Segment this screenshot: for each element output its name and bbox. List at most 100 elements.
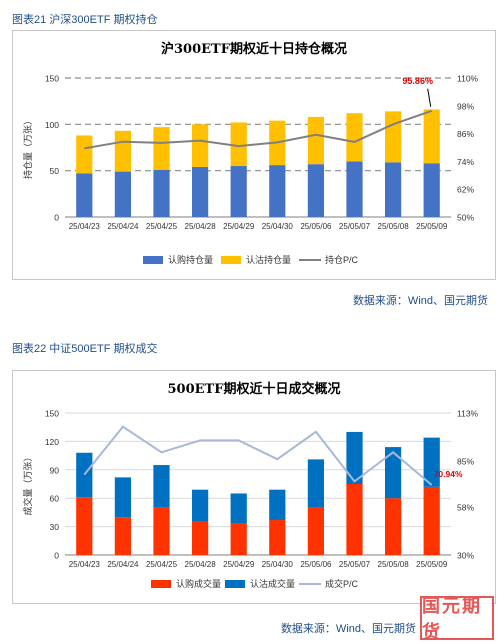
- chart2-frame: 500ETF期权近十日成交概况 0 30 60 90 120 150 30% 58% 85% 113…: [12, 370, 496, 604]
- chart1-svg: 沪300ETF期权近十日持仓概况 0 50 100 150 50% 62% 74% 86% 98%…: [22, 41, 479, 265]
- x-tick-label: 25/04/30: [262, 222, 294, 231]
- figure2-source: 数据来源：Wind、国元期货: [280, 623, 416, 635]
- legend-swatch-2: [225, 580, 245, 588]
- x-tick-label: 25/05/07: [339, 560, 371, 569]
- y-tick-label: 90: [50, 465, 60, 475]
- bar-series1: [269, 519, 286, 555]
- x-tick-label: 25/05/09: [416, 222, 448, 231]
- bar-series2: [346, 431, 363, 484]
- bar-series1: [423, 163, 440, 217]
- chart1-frame: 沪300ETF期权近十日持仓概况 0 50 100 150 50% 62% 74% 86% 98%…: [12, 30, 496, 280]
- chart-title: 沪300ETF期权近十日持仓概况: [161, 41, 347, 57]
- legend-swatch-1: [151, 580, 171, 588]
- legend-label: 认沽成交量: [250, 578, 295, 589]
- bar-series1: [76, 497, 93, 555]
- bar-series2: [307, 459, 325, 508]
- annotation-label: 95.86%: [402, 76, 433, 86]
- y-tick-label: 100: [45, 120, 59, 130]
- x-tick-label: 25/04/25: [146, 560, 178, 569]
- bar-series1: [423, 486, 440, 555]
- legend-label: 认购持仓量: [168, 254, 213, 265]
- x-tick-label: 25/04/23: [69, 222, 101, 231]
- bar-series1: [153, 169, 170, 217]
- chart-title: 500ETF期权近十日成交概况: [168, 381, 341, 397]
- bar-series2: [191, 489, 209, 522]
- bar-series2: [423, 109, 440, 164]
- watermark-stamp: 国元期货: [420, 596, 494, 643]
- x-tick-label: 25/04/25: [146, 222, 178, 231]
- legend-swatch-1: [143, 256, 163, 264]
- legend-label: 认购成交量: [176, 578, 221, 589]
- bar-series2: [230, 122, 247, 167]
- y-tick-label: 150: [45, 74, 59, 84]
- bar-series2: [76, 452, 93, 498]
- y2-tick-label: 86%: [457, 129, 474, 139]
- figure2-caption: 图表22 中证500ETF 期权成交: [12, 343, 158, 355]
- watermark-text: 国元期货: [422, 596, 482, 643]
- y2-tick-label: 74%: [457, 157, 474, 167]
- y2-tick-label: 50%: [457, 213, 474, 223]
- y2-tick-label: 85%: [457, 456, 474, 466]
- x-tick-label: 25/05/09: [416, 560, 448, 569]
- pc-ratio-line: [83, 425, 433, 486]
- y-tick-label: 0: [54, 551, 59, 561]
- x-tick-label: 25/04/29: [223, 560, 255, 569]
- y-tick-label: 30: [50, 522, 60, 532]
- y-axis-label: 持仓量（万张）: [22, 116, 33, 179]
- y-tick-label: 50: [50, 166, 60, 176]
- bar-series1: [230, 166, 247, 217]
- y-axis-label: 成交量（万张）: [22, 452, 33, 515]
- bar-series2: [191, 124, 209, 167]
- x-tick-label: 25/04/30: [262, 560, 294, 569]
- annotation-label: 70.94%: [434, 469, 463, 479]
- figure1-caption: 图表21 沪深300ETF 期权持仓: [12, 14, 158, 26]
- y2-tick-label: 110%: [457, 74, 479, 84]
- bar-series2: [384, 447, 402, 499]
- legend-label: 认沽持仓量: [246, 254, 291, 265]
- bar-series1: [191, 521, 209, 555]
- x-tick-label: 25/04/23: [69, 560, 101, 569]
- y-tick-label: 60: [50, 494, 60, 504]
- bar-series1: [384, 498, 402, 555]
- y2-tick-label: 113%: [457, 409, 479, 419]
- bar-series1: [307, 507, 325, 555]
- bar-series1: [230, 523, 247, 555]
- legend-swatch-2: [221, 256, 241, 264]
- x-tick-label: 25/05/07: [339, 222, 371, 231]
- x-tick-label: 25/04/24: [107, 222, 139, 231]
- bar-series1: [114, 171, 132, 217]
- bar-series2: [76, 135, 93, 174]
- y2-tick-label: 58%: [457, 503, 474, 513]
- bar-series2: [384, 111, 402, 163]
- bar-series1: [76, 173, 93, 217]
- bar-series2: [153, 465, 170, 508]
- y2-tick-label: 98%: [457, 101, 474, 111]
- x-tick-label: 25/04/28: [185, 222, 217, 231]
- x-tick-label: 25/05/08: [378, 560, 410, 569]
- chart2-svg: 500ETF期权近十日成交概况 0 30 60 90 120 150 30% 58% 85% 113…: [22, 381, 479, 589]
- bar-series1: [269, 165, 286, 217]
- bar-series1: [307, 164, 325, 217]
- x-tick-label: 25/04/28: [185, 560, 217, 569]
- y-tick-label: 0: [54, 213, 59, 223]
- bar-series1: [346, 484, 363, 555]
- bar-series1: [153, 507, 170, 555]
- y-tick-label: 120: [45, 437, 59, 447]
- annotation-leader: [427, 88, 432, 107]
- bar-series2: [307, 116, 325, 165]
- x-tick-label: 25/05/06: [300, 222, 332, 231]
- x-tick-label: 25/04/24: [107, 560, 139, 569]
- bar-series2: [230, 493, 247, 524]
- x-tick-label: 25/04/29: [223, 222, 255, 231]
- bar-series1: [346, 161, 363, 217]
- y2-tick-label: 30%: [457, 551, 474, 561]
- legend-label: 持仓P/C: [325, 254, 359, 265]
- bar-series2: [153, 127, 170, 170]
- pc-ratio-line: [84, 109, 433, 150]
- bar-series2: [114, 477, 132, 518]
- x-tick-label: 25/05/08: [378, 222, 410, 231]
- legend-label: 成交P/C: [325, 578, 359, 589]
- bar-series2: [346, 113, 363, 162]
- bar-series2: [423, 437, 440, 487]
- figure1-source: 数据来源：Wind、国元期货: [352, 295, 488, 307]
